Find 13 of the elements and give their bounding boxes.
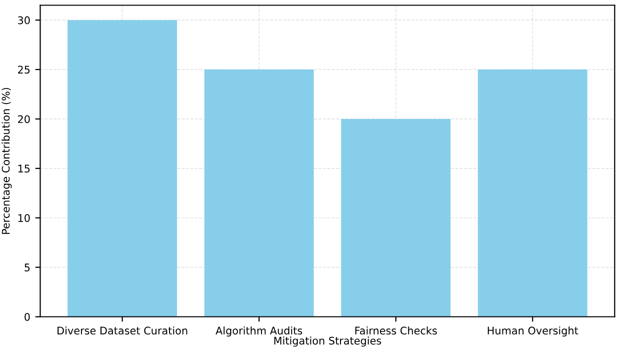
y-tick-label: 5 — [24, 264, 30, 272]
x-axis-title: Mitigation Strategies — [274, 336, 382, 347]
y-tick-label: 25 — [18, 66, 30, 74]
y-tick-label: 15 — [18, 164, 30, 173]
y-tick-label: 10 — [18, 214, 30, 222]
x-tick-label: Diverse Dataset Curation — [58, 326, 188, 335]
y-tick-label: 30 — [18, 16, 30, 24]
x-tick-label: Algorithm Audits — [216, 326, 302, 337]
y-tick-label: 0 — [24, 312, 30, 321]
y-axis-title: Percentage Contribution (%) — [2, 88, 12, 234]
x-tick-label: Human Oversight — [488, 326, 578, 337]
x-tick-label: Fairness Checks — [355, 326, 437, 335]
y-tick-label: 20 — [18, 115, 30, 124]
